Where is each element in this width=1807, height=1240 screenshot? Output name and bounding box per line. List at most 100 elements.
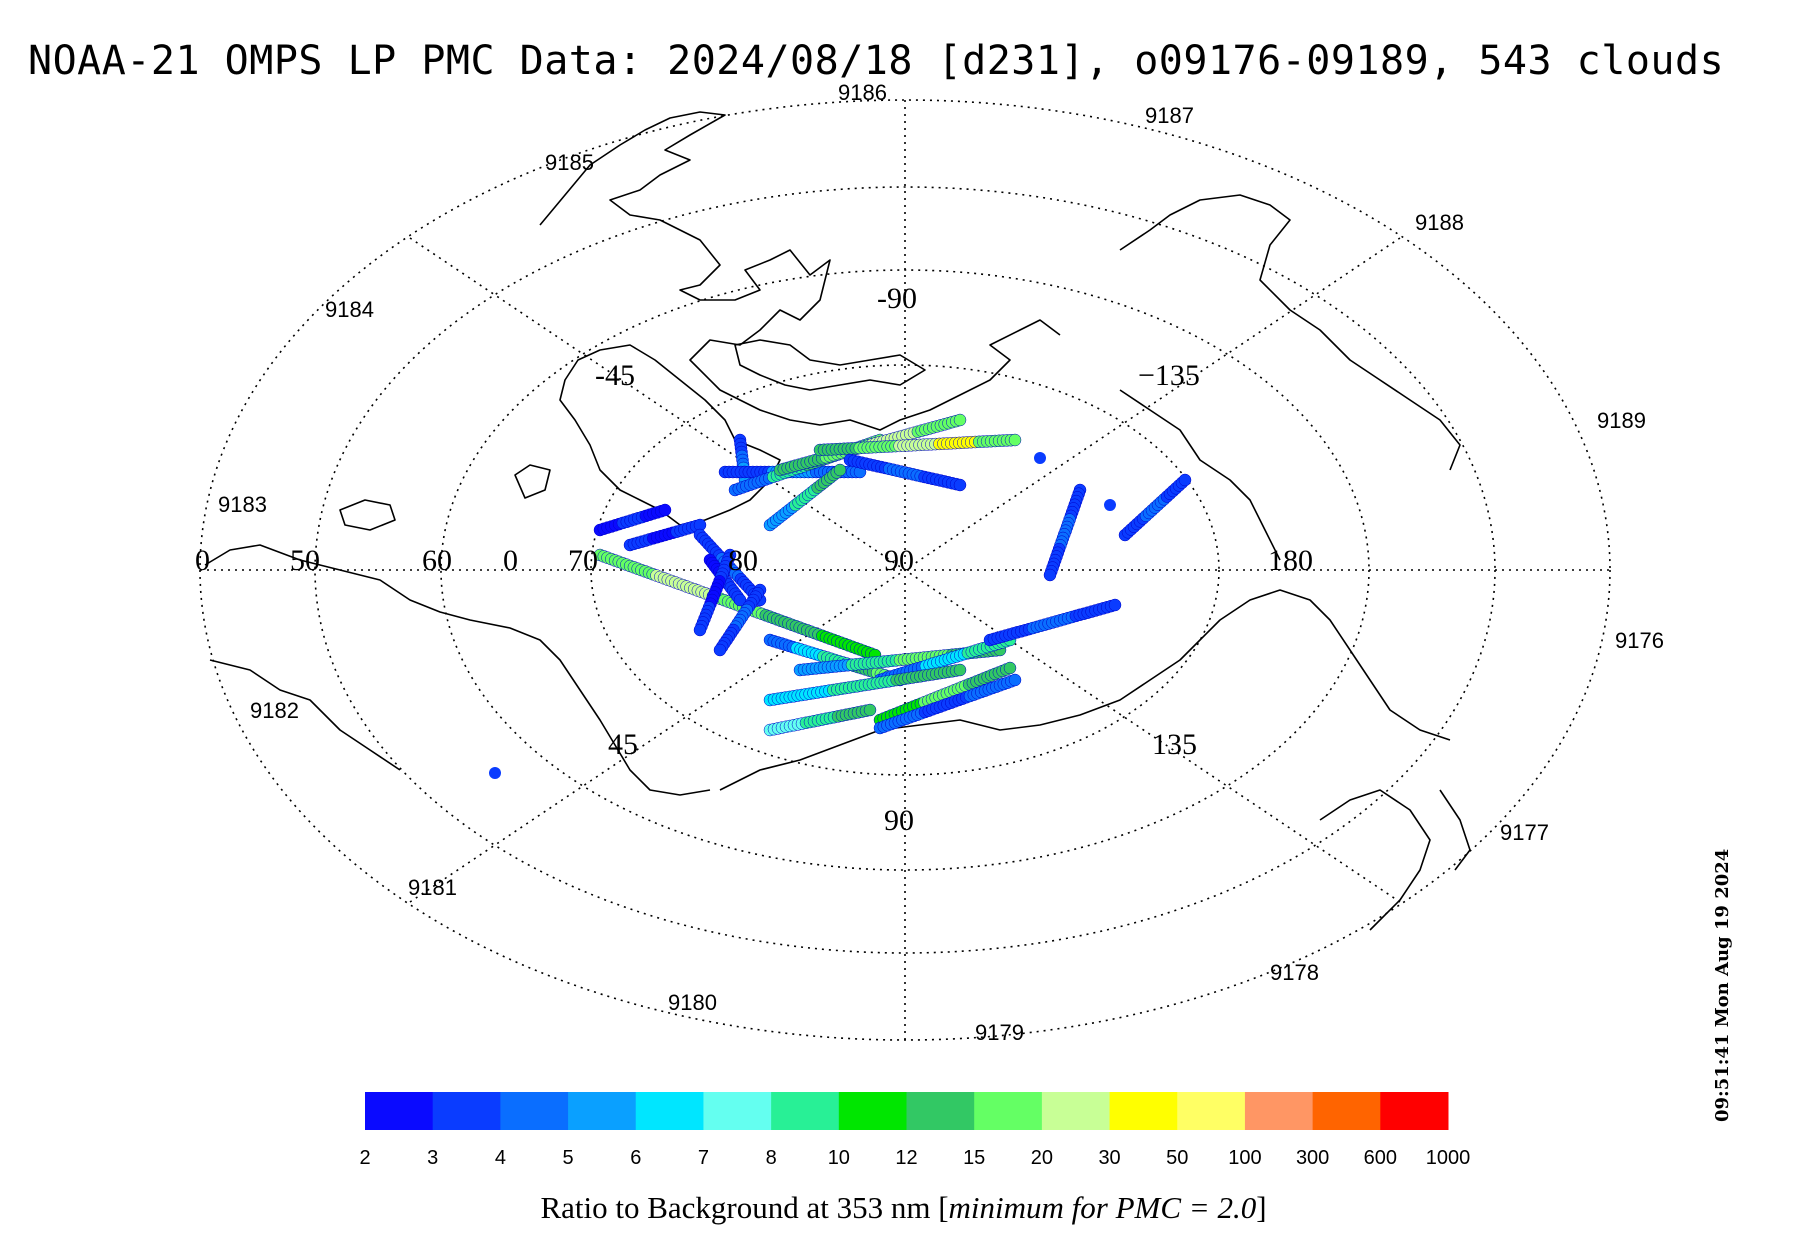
coast-siberia-east	[1119, 194, 1461, 471]
orbit-label-9181: 9181	[408, 875, 457, 900]
pmc-point	[953, 663, 967, 677]
pmc-point	[489, 767, 501, 779]
coast-svalbard	[514, 464, 551, 499]
colorbar-tick-label: 20	[1031, 1147, 1053, 1169]
pmc-point	[693, 623, 707, 637]
coast-russia	[719, 589, 1451, 791]
coast-japan-sea	[1439, 789, 1471, 871]
grid-label-lat-90: 90	[884, 544, 914, 577]
colorbar-tick-label: 3	[427, 1147, 438, 1169]
colorbar-swatch	[1041, 1092, 1111, 1130]
orbit-label-9176: 9176	[1615, 628, 1664, 653]
pmc-point	[1003, 661, 1017, 675]
orbit-label-9180: 9180	[668, 990, 717, 1015]
caption-suffix: ]	[1256, 1190, 1267, 1225]
pmc-point	[833, 463, 847, 477]
grid-label-lon-90: 90	[884, 804, 914, 837]
coast-europe-south	[209, 659, 401, 771]
colorbar-swatch	[1177, 1092, 1246, 1130]
colorbar-tick-label: 2	[359, 1147, 370, 1169]
colorbar	[365, 1092, 1449, 1130]
colorbar-swatch	[1312, 1092, 1381, 1130]
colorbar-swatch	[771, 1092, 840, 1130]
coastlines	[204, 111, 1471, 931]
colorbar-swatch	[568, 1092, 637, 1130]
coast-alaska	[1119, 389, 1281, 561]
colorbar-tick-label: 7	[698, 1147, 709, 1169]
colorbar-tick-label: 4	[495, 1147, 506, 1169]
grid-label-lat-80: 80	[728, 544, 758, 577]
grid-label-lon-45: 45	[608, 728, 638, 761]
colorbar-swatch	[703, 1092, 772, 1130]
colorbar-swatch	[635, 1092, 704, 1130]
colorbar-tick-label: 5	[563, 1147, 574, 1169]
grid-label-lon-135: 135	[1152, 728, 1197, 761]
orbit-labels: 9176 9177 9178 9179 9180 9181 9182 9183 …	[218, 80, 1664, 1045]
grid-label-lon-m135: −135	[1138, 359, 1200, 392]
grid-label-lat-70: 70	[568, 544, 598, 577]
pmc-point	[1108, 598, 1122, 612]
orbit-label-9185: 9185	[545, 150, 594, 175]
colorbar-swatch	[1109, 1092, 1178, 1130]
colorbar-swatch	[1244, 1092, 1314, 1130]
grid-label-lon-180: 180	[1268, 544, 1313, 577]
pmc-point	[1178, 473, 1192, 487]
pmc-point	[658, 503, 672, 517]
pmc-point	[863, 703, 877, 717]
colorbar-tick-label: 6	[630, 1147, 641, 1169]
caption-prefix: Ratio to Background at 353 nm [	[540, 1190, 949, 1225]
colorbar-tick-label: 50	[1166, 1147, 1188, 1169]
coast-greenland	[559, 344, 781, 526]
chart-title: NOAA-21 OMPS LP PMC Data: 2024/08/18 [d2…	[28, 38, 1725, 84]
colorbar-tick-label: 30	[1098, 1147, 1120, 1169]
pmc-point	[1034, 452, 1046, 464]
colorbar-ticks: 2 3 4 5 6 7 8 10 12 15 20 30 50 100 300 600 1000	[359, 1147, 1470, 1169]
orbit-label-9184: 9184	[325, 297, 374, 322]
colorbar-tick-label: 600	[1364, 1147, 1397, 1169]
caption-italic: minimum for PMC = 2.0	[948, 1190, 1257, 1225]
pmc-cloud-tracks	[489, 413, 1192, 779]
grid-label-lon-m90: -90	[877, 282, 917, 315]
pmc-point	[713, 643, 727, 657]
colorbar-swatch	[974, 1092, 1043, 1130]
orbit-label-9188: 9188	[1415, 210, 1464, 235]
coast-kamchatka	[1319, 789, 1431, 931]
colorbar-swatch	[365, 1092, 434, 1130]
colorbar-swatch	[1380, 1092, 1449, 1130]
pmc-point	[953, 413, 967, 427]
colorbar-tick-label: 10	[828, 1147, 850, 1169]
colorbar-swatch	[906, 1092, 975, 1130]
lat-circle-80	[590, 364, 1220, 776]
orbit-label-9189: 9189	[1597, 408, 1646, 433]
colorbar-tick-label: 8	[766, 1147, 777, 1169]
colorbar-tick-label: 12	[895, 1147, 917, 1169]
grid-label-lon-0: 0	[195, 544, 210, 577]
coast-canada	[539, 111, 1061, 431]
pmc-point	[953, 478, 967, 492]
colorbar-tick-label: 1000	[1426, 1147, 1471, 1169]
orbit-label-9182: 9182	[250, 698, 299, 723]
orbit-label-9177: 9177	[1500, 820, 1549, 845]
orbit-label-9187: 9187	[1145, 103, 1194, 128]
pmc-point	[1043, 568, 1057, 582]
colorbar-tick-label: 300	[1296, 1147, 1329, 1169]
colorbar-swatch	[838, 1092, 907, 1130]
colorbar-tick-label: 15	[963, 1147, 985, 1169]
coast-scandinavia	[204, 544, 711, 796]
pmc-point	[1008, 673, 1022, 687]
coast-arctic-islands	[734, 339, 926, 391]
colorbar-swatch	[432, 1092, 501, 1130]
orbit-label-9179: 9179	[975, 1020, 1024, 1045]
longitude-grid	[200, 100, 1610, 1040]
grid-label-lon-0b: 0	[503, 544, 518, 577]
colorbar-tick-label: 100	[1228, 1147, 1261, 1169]
grid-labels: 0 50 60 0 70 80 90 180 -90 -45 −135 45 1…	[195, 282, 1313, 837]
grid-label-lat-60: 60	[422, 544, 452, 577]
pmc-point	[1008, 433, 1022, 447]
grid-label-lat-50: 50	[290, 544, 320, 577]
orbit-label-9178: 9178	[1270, 960, 1319, 985]
colorbar-caption: Ratio to Background at 353 nm [minimum f…	[0, 1190, 1807, 1226]
meridian-45	[409, 237, 1401, 903]
orbit-label-9186: 9186	[838, 80, 887, 105]
